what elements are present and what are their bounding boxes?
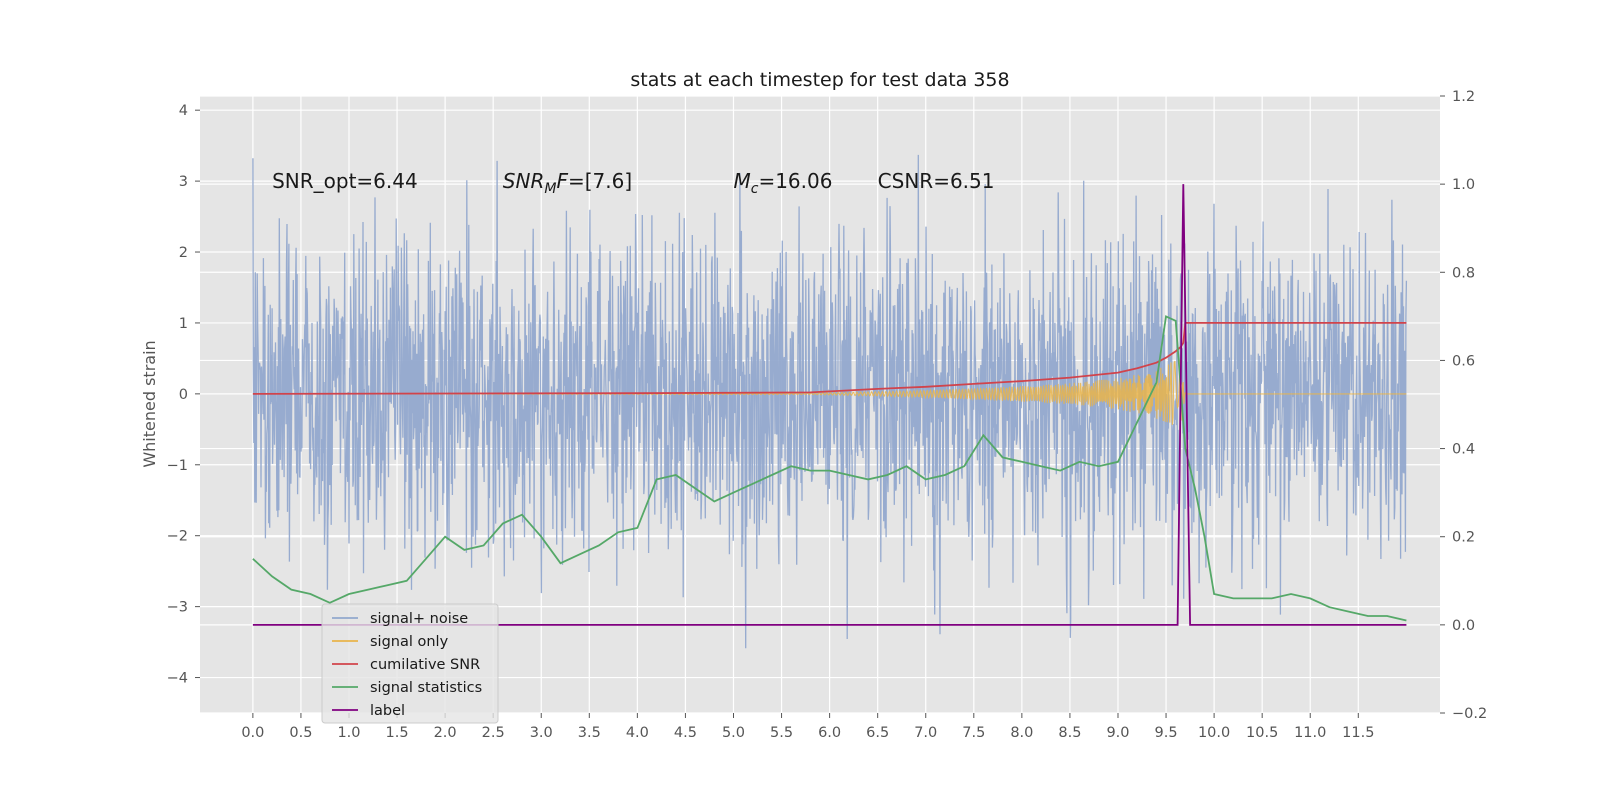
y2-tick-label: 0.2 (1452, 530, 1475, 546)
annotation-part: CSNR=6.51 (878, 169, 995, 193)
signal-noise-line (252, 154, 1408, 649)
y2-tick-label: 0.0 (1452, 618, 1475, 634)
x-tick-label: 8.0 (1010, 725, 1033, 741)
annotation-text: SNRMF=[7.6] (503, 169, 632, 197)
label-line (252, 184, 1407, 626)
x-tick-label: 4.0 (626, 725, 649, 741)
y2-tick-label: 0.4 (1452, 442, 1475, 458)
x-tick-label: 2.0 (434, 725, 457, 741)
x-tick-label: 1.5 (386, 725, 409, 741)
x-tick-label: 11.5 (1342, 725, 1374, 741)
y-tick-label: 4 (179, 103, 188, 119)
series-signal-noise (252, 154, 1408, 649)
legend: signal+ noise signal only cumilative SNR si… (321, 603, 499, 724)
x-tick-label: 3.0 (530, 725, 553, 741)
y2-tick-label: 0.8 (1452, 265, 1475, 281)
annotation-sub: M (544, 181, 556, 197)
legend-label: cumilative SNR (370, 657, 480, 673)
x-tick-label: 6.5 (866, 725, 889, 741)
x-tick-label: 8.5 (1058, 725, 1081, 741)
y-axis-label: Whitened strain (140, 340, 159, 467)
annotation-part: =16.06 (758, 169, 832, 193)
annotations: SNR_opt=6.44 SNRMF=[7.6] Mc=16.06 CSNR=6.51 (272, 169, 994, 197)
y-tick-label: 1 (179, 316, 188, 332)
x-tick-label: 10.0 (1198, 725, 1230, 741)
y2-tick-label: 1.2 (1452, 89, 1475, 105)
x-tick-label: 4.5 (674, 725, 697, 741)
x-tick-label: 7.5 (962, 725, 985, 741)
x-tick-label: 7.0 (914, 725, 937, 741)
annotation-part: SNR_opt=6.44 (272, 169, 418, 193)
y-tick-label: −4 (167, 671, 188, 687)
series-signal-statistics (252, 315, 1407, 622)
annotation-text: Mc=16.06 (733, 169, 832, 197)
x-tick-label: 11.0 (1294, 725, 1326, 741)
annotation-part: SNR (503, 169, 545, 193)
x-tick-label: 0.0 (241, 725, 264, 741)
annotation-part: M (733, 169, 750, 193)
x-tick-label: 10.5 (1246, 725, 1278, 741)
y-tick-label: 2 (179, 245, 188, 261)
legend-label: label (370, 703, 405, 719)
x-tick-label: 5.0 (722, 725, 745, 741)
legend-label: signal statistics (370, 680, 482, 696)
axes: 0.0 0.5 1.0 1.5 2.0 2.5 3.0 3.5 4.0 4.5 5.0 5.5 6.0 6… (167, 89, 1488, 741)
annotation-sub: c (751, 181, 759, 197)
annotation-part: =[7.6] (568, 169, 632, 193)
y2-tick-label: 1.0 (1452, 177, 1475, 193)
annotation-part: F (556, 169, 568, 193)
legend-label: signal+ noise (370, 611, 468, 627)
x-tick-label: 6.0 (818, 725, 841, 741)
y-tick-label: 3 (179, 174, 188, 190)
y-tick-label: 0 (179, 387, 188, 403)
chart-title: stats at each timestep for test data 358 (630, 69, 1009, 91)
x-tick-label: 0.5 (289, 725, 312, 741)
annotation-text: SNR_opt=6.44 (272, 169, 418, 193)
x-tick-label: 9.0 (1106, 725, 1129, 741)
x-tick-label: 3.5 (578, 725, 601, 741)
legend-label: signal only (370, 634, 449, 650)
x-tick-label: 5.5 (770, 725, 793, 741)
annotation-text: CSNR=6.51 (878, 169, 995, 193)
x-tick-label: 2.5 (482, 725, 505, 741)
y-tick-label: −2 (167, 529, 188, 545)
y-tick-label: −3 (167, 600, 188, 616)
legend-box (321, 603, 499, 724)
signal-statistics-line (252, 315, 1407, 622)
y2-tick-label: 0.6 (1452, 353, 1475, 369)
y-tick-label: −1 (167, 458, 188, 474)
x-tick-label: 1.0 (337, 725, 360, 741)
x-tick-label: 9.5 (1155, 725, 1178, 741)
y2-tick-label: −0.2 (1452, 706, 1487, 722)
series-label (252, 184, 1407, 626)
